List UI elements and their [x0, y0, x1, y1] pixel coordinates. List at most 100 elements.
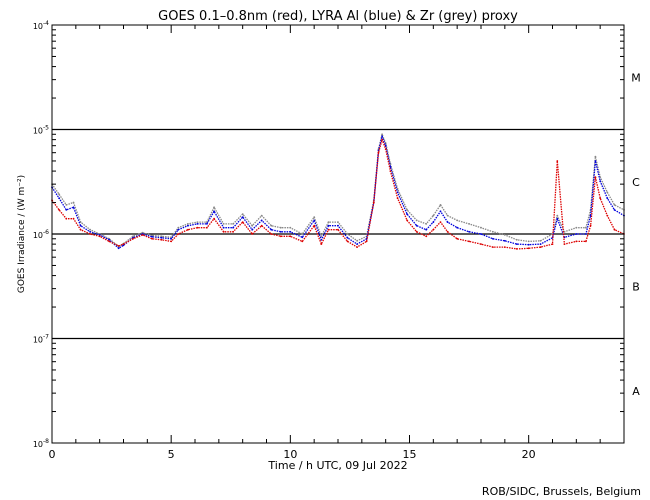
- data-point: [396, 197, 399, 200]
- data-point: [222, 226, 225, 229]
- data-point: [170, 240, 173, 243]
- footer-credit: ROB/SIDC, Brussels, Belgium: [482, 485, 641, 498]
- data-point: [108, 238, 111, 241]
- data-point: [327, 228, 330, 231]
- data-point: [58, 197, 60, 200]
- data-point: [575, 226, 578, 229]
- data-point: [599, 197, 602, 200]
- data-point: [432, 214, 435, 217]
- data-point: [187, 228, 189, 231]
- data-point: [132, 235, 134, 238]
- data-point: [222, 230, 225, 233]
- data-point: [492, 237, 494, 240]
- data-point: [187, 223, 189, 225]
- data-point: [98, 234, 101, 236]
- data-point: [337, 228, 339, 231]
- data-point: [468, 240, 470, 243]
- data-point: [222, 223, 225, 225]
- data-point: [594, 176, 597, 179]
- data-point: [260, 214, 263, 217]
- data-point: [381, 135, 383, 138]
- data-point: [327, 224, 330, 227]
- chart-title: GOES 0.1–0.8nm (red), LYRA Al (blue) & Z…: [158, 9, 518, 24]
- data-point: [320, 243, 323, 246]
- data-point: [613, 209, 616, 211]
- data-point: [556, 217, 559, 220]
- data-point: [241, 213, 244, 216]
- data-point: [122, 243, 125, 246]
- data-point: [289, 226, 292, 229]
- series-line: [51, 135, 625, 249]
- data-point: [456, 226, 459, 229]
- data-point: [439, 204, 442, 206]
- data-point: [439, 221, 442, 224]
- y-tick-label: 10-8: [33, 438, 49, 449]
- data-point: [301, 233, 304, 235]
- data-point: [132, 237, 134, 240]
- data-point: [313, 216, 316, 219]
- data-point: [425, 228, 428, 231]
- x-tick-label: 5: [168, 448, 175, 461]
- y-tick-label: 10-5: [33, 125, 49, 136]
- data-point: [260, 219, 263, 222]
- data-point: [270, 224, 273, 227]
- data-point: [320, 238, 323, 241]
- data-point: [556, 160, 559, 162]
- data-point: [170, 237, 173, 240]
- data-point: [241, 216, 244, 219]
- x-axis-label: Time / h UTC, 09 Jul 2022: [267, 459, 407, 472]
- data-point: [372, 201, 375, 204]
- data-point: [456, 219, 459, 222]
- data-point: [279, 226, 282, 229]
- y-tick-label: 10-6: [33, 229, 49, 240]
- data-point: [446, 230, 449, 233]
- data-point: [89, 228, 91, 231]
- data-point: [384, 148, 387, 151]
- data-point: [213, 217, 216, 220]
- data-point: [117, 245, 120, 247]
- y-tick-label: 10-4: [33, 20, 49, 31]
- data-point: [503, 239, 506, 242]
- data-point: [72, 217, 75, 220]
- data-point: [585, 233, 587, 235]
- data-point: [356, 239, 358, 242]
- data-point: [170, 236, 173, 239]
- data-point: [468, 223, 470, 225]
- data-point: [406, 209, 408, 211]
- threshold-lines: [52, 128, 624, 340]
- data-point: [539, 239, 542, 242]
- data-point: [527, 243, 530, 246]
- data-point: [141, 231, 144, 234]
- data-point: [381, 133, 383, 136]
- data-point: [279, 230, 282, 233]
- data-point: [65, 204, 68, 206]
- data-point: [196, 223, 199, 225]
- data-point: [539, 246, 542, 249]
- data-point: [79, 228, 82, 231]
- tick-labels: 0 5 10 15 20 10-4 10-5 10-6 10-7 10-8 M C B A: [33, 20, 641, 461]
- data-point: [213, 210, 216, 213]
- data-point: [432, 221, 435, 224]
- data-point: [425, 223, 428, 225]
- data-point: [346, 233, 349, 235]
- data-point: [72, 206, 75, 209]
- data-point: [377, 151, 380, 154]
- x-tick-label: 20: [522, 448, 536, 461]
- data-point: [468, 230, 470, 233]
- data-point: [301, 236, 304, 239]
- data-point: [58, 209, 60, 211]
- axis-ticks: [51, 24, 625, 444]
- data-point: [356, 246, 358, 249]
- data-point: [446, 221, 449, 224]
- data-point: [503, 246, 506, 249]
- y-axis-label: GOES Irradiance / (W m⁻²): [17, 175, 27, 293]
- data-point: [515, 248, 518, 250]
- data-point: [72, 201, 75, 204]
- data-point: [187, 224, 189, 227]
- data-point: [356, 243, 358, 246]
- data-point: [346, 236, 349, 239]
- data-point: [251, 224, 254, 227]
- data-point: [65, 209, 68, 211]
- data-point: [151, 234, 154, 237]
